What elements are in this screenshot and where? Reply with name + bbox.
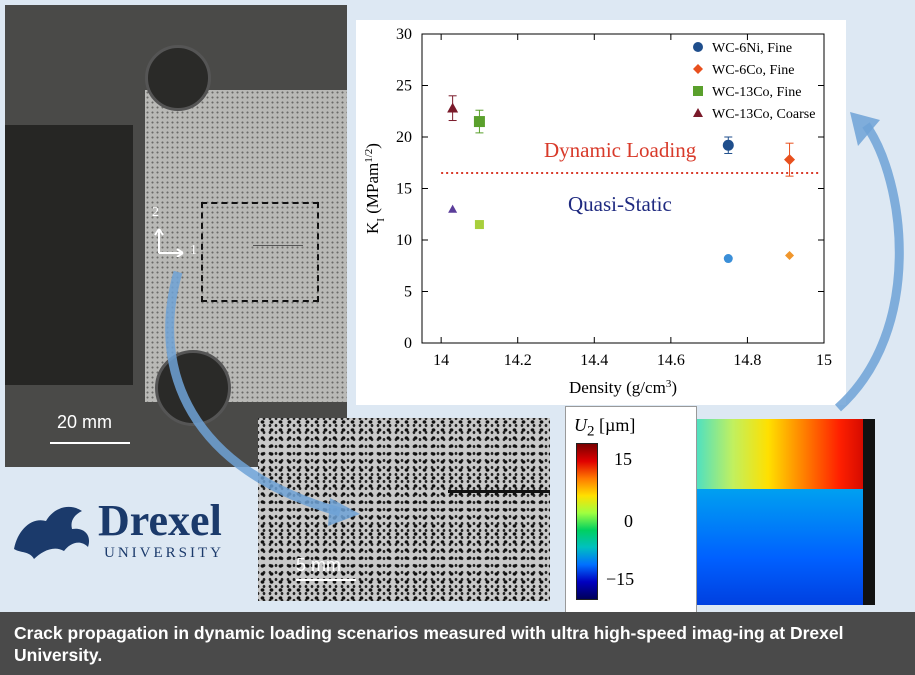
colorbar-title: U2 [µm] bbox=[574, 415, 635, 441]
axis-label-2: 2 bbox=[152, 205, 159, 220]
x-axis-label-sup: 3 bbox=[666, 378, 672, 390]
x-tick-label: 14.4 bbox=[580, 352, 608, 369]
specimen-plate bbox=[145, 90, 347, 402]
fixture-rail bbox=[5, 125, 133, 385]
quasi-static-point bbox=[785, 250, 795, 260]
y-axis-label: KI (MPam1/2) bbox=[363, 143, 387, 234]
y-tick-label: 0 bbox=[404, 335, 412, 352]
curved-arrow-icon bbox=[165, 270, 342, 517]
y-axis-label-part: ) bbox=[363, 143, 382, 149]
y-tick-label: 5 bbox=[404, 284, 412, 301]
arrow-head-icon bbox=[850, 112, 880, 146]
x-axis-label-end: ) bbox=[671, 378, 677, 397]
dynamic-point bbox=[722, 139, 734, 151]
colorbar-symbol: U bbox=[574, 415, 587, 435]
displacement-field-image bbox=[697, 419, 875, 605]
drexel-logo: Drexel UNIVERSITY bbox=[8, 496, 253, 567]
y-axis-label-part: 1/2 bbox=[363, 149, 375, 163]
scale-bar bbox=[50, 442, 130, 444]
y-tick-label: 20 bbox=[396, 129, 412, 146]
field-lower-region bbox=[697, 489, 875, 605]
quasi-static-point bbox=[448, 204, 458, 213]
x-axis-label: Density (g/cm3) bbox=[569, 378, 677, 397]
arrow-head-icon bbox=[328, 498, 360, 526]
specimen-photo: 2 1 20 mm bbox=[5, 5, 347, 467]
caption-text: Crack propagation in dynamic loading sce… bbox=[14, 623, 844, 665]
axes-arrows-icon bbox=[154, 228, 184, 257]
legend-label: WC-13Co, Coarse bbox=[712, 107, 815, 122]
legend-label: WC-6Ni, Fine bbox=[712, 41, 792, 56]
scale-label: 20 mm bbox=[57, 412, 113, 432]
colorbar-gradient bbox=[576, 443, 598, 600]
colorbar-tick: −15 bbox=[606, 569, 635, 589]
fixture-bolt bbox=[145, 45, 211, 111]
crack-line bbox=[253, 245, 303, 246]
scale-bar bbox=[296, 579, 356, 581]
y-axis-label-part: K bbox=[363, 221, 382, 234]
dynamic-point bbox=[784, 154, 796, 166]
legend-label: WC-13Co, Fine bbox=[712, 85, 801, 100]
colorbar-unit: [µm] bbox=[599, 415, 636, 435]
dynamic-point bbox=[447, 102, 459, 113]
curved-arrow-icon bbox=[834, 122, 904, 412]
region-of-interest-box bbox=[201, 202, 319, 302]
dynamic-loading-label: Dynamic Loading bbox=[544, 138, 697, 162]
x-tick-label: 14.8 bbox=[733, 352, 761, 369]
y-axis-label-part: I bbox=[375, 218, 387, 222]
colorbar-tick: 0 bbox=[624, 511, 633, 531]
y-tick-label: 10 bbox=[396, 232, 412, 249]
dynamic-point bbox=[473, 116, 485, 128]
legend-marker bbox=[693, 42, 703, 52]
field-upper-region bbox=[697, 419, 875, 489]
x-axis-label-text: Density (g/cm bbox=[569, 378, 666, 397]
y-axis-label-part: (MPam bbox=[363, 163, 382, 218]
crack-line bbox=[448, 490, 550, 493]
fracture-toughness-chart: 14 14.2 14.4 14.6 14.8 15 0 5 10 15 20 25 30 Density … bbox=[363, 26, 832, 397]
logo-subtitle: UNIVERSITY bbox=[104, 545, 224, 561]
colorbar-tick: 15 bbox=[614, 449, 632, 469]
quasi-static-point bbox=[723, 254, 733, 264]
chart-panel: 14 14.2 14.4 14.6 14.8 15 0 5 10 15 20 25 30 Density … bbox=[356, 20, 846, 405]
legend-marker bbox=[693, 64, 703, 74]
caption-bar: Crack propagation in dynamic loading sce… bbox=[0, 612, 915, 675]
logo-word: Drexel bbox=[98, 496, 222, 545]
x-tick-label: 14.2 bbox=[504, 352, 532, 369]
colorbar-subscript: 2 bbox=[587, 423, 595, 440]
quasi-static-point bbox=[474, 220, 484, 230]
legend-marker bbox=[693, 86, 703, 96]
quasi-static-label: Quasi-Static bbox=[568, 192, 672, 216]
x-tick-label: 15 bbox=[816, 352, 832, 369]
field-edge bbox=[863, 419, 875, 605]
speckle-image: 5 mm bbox=[258, 418, 550, 601]
y-tick-label: 30 bbox=[396, 26, 412, 43]
y-tick-label: 15 bbox=[396, 181, 412, 198]
legend-label: WC-6Co, Fine bbox=[712, 63, 794, 78]
x-tick-label: 14.6 bbox=[657, 352, 685, 369]
dragon-icon bbox=[14, 506, 90, 559]
axis-label-1: 1 bbox=[190, 243, 197, 258]
legend-marker bbox=[693, 108, 703, 117]
colorbar-panel: U2 [µm] 15 0 −15 bbox=[565, 406, 697, 613]
x-tick-label: 14 bbox=[433, 352, 449, 369]
arrow-overlay bbox=[165, 112, 904, 526]
scale-label: 5 mm bbox=[296, 555, 341, 575]
y-tick-label: 25 bbox=[396, 78, 412, 95]
